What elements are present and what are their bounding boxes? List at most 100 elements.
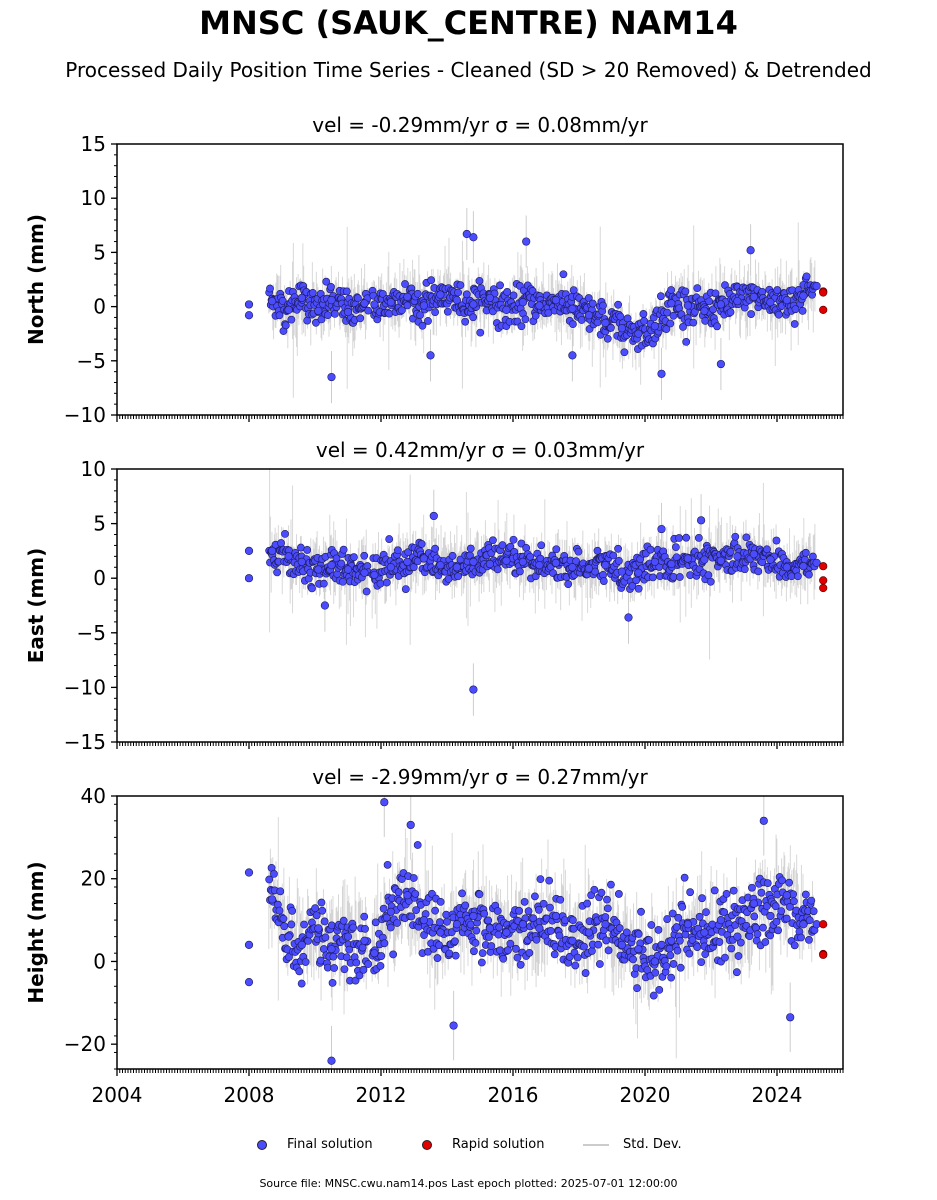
data-point-final: [617, 567, 627, 576]
data-point-final: [330, 964, 339, 972]
data-point-final: [407, 912, 416, 921]
data-point-final: [588, 299, 597, 308]
data-point-final: [469, 685, 478, 694]
data-point-final: [284, 552, 293, 561]
data-point-final: [666, 951, 675, 960]
data-point-final: [583, 899, 592, 908]
data-point-final: [747, 310, 756, 318]
data-point-final: [360, 299, 369, 308]
data-point-final: [588, 947, 596, 955]
data-point-final: [702, 908, 710, 917]
data-point-final: [393, 919, 402, 927]
data-point-final: [675, 534, 683, 542]
data-point-final: [584, 564, 594, 573]
data-point-final: [569, 320, 577, 329]
data-point-final: [431, 906, 440, 915]
data-point-final: [698, 894, 706, 903]
data-point-final: [281, 321, 290, 330]
data-point-final: [667, 559, 676, 569]
data-point-final: [649, 573, 657, 582]
data-point-final: [746, 246, 755, 255]
data-point-final: [790, 320, 799, 328]
data-point-final: [812, 281, 821, 291]
data-point-final: [380, 939, 389, 948]
data-point-final: [623, 314, 632, 323]
data-point-final: [766, 911, 775, 921]
data-point-final: [383, 860, 392, 869]
data-point-final: [599, 301, 607, 310]
data-point-final: [470, 947, 478, 956]
data-point-final: [590, 885, 599, 894]
panel-title: vel = 0.42mm/yr σ = 0.03mm/yr: [316, 438, 645, 462]
data-point-final: [386, 563, 396, 572]
data-point-final: [416, 311, 424, 319]
data-point-final: [620, 348, 629, 357]
data-point-final: [496, 281, 504, 290]
data-point-final: [327, 921, 336, 930]
data-point-final: [521, 315, 530, 324]
data-point-final: [480, 909, 489, 918]
data-point-final: [342, 287, 351, 296]
y-tick-label: 10: [81, 457, 106, 481]
data-point-final: [545, 876, 554, 885]
data-point-final: [629, 955, 638, 964]
data-point-final: [647, 921, 656, 929]
data-point-final: [615, 924, 624, 932]
y-tick-label: 40: [81, 784, 106, 808]
data-point-final: [339, 545, 348, 554]
data-point-final: [477, 958, 486, 967]
data-point-final: [556, 895, 565, 904]
data-point-final: [716, 556, 726, 565]
data-point-final: [614, 544, 622, 553]
data-point-final: [266, 284, 274, 293]
data-point-final: [273, 568, 282, 577]
data-point-final: [280, 922, 289, 931]
data-point-final: [297, 940, 306, 950]
data-point-final: [413, 289, 422, 298]
data-point-final: [502, 928, 511, 937]
data-point-final: [571, 961, 580, 970]
data-point-final: [705, 297, 714, 306]
data-point-final: [675, 936, 684, 945]
data-point-final: [805, 936, 813, 944]
data-point-final: [343, 307, 353, 317]
data-point-final: [539, 899, 548, 908]
data-point-final: [360, 551, 369, 560]
data-point-final: [287, 920, 296, 929]
y-tick-label: 5: [93, 512, 106, 536]
data-point-rapid: [819, 583, 828, 593]
data-point-final: [700, 306, 709, 316]
data-point-final: [675, 573, 684, 581]
data-point-final: [693, 284, 702, 293]
data-point-final: [317, 898, 326, 907]
data-point-final: [584, 294, 593, 302]
data-point-final: [401, 280, 409, 288]
data-point-final: [458, 889, 466, 898]
data-point-final: [499, 954, 508, 963]
data-point-final: [801, 890, 810, 899]
data-point-final: [601, 560, 610, 570]
data-point-final: [713, 322, 721, 331]
data-point-final: [379, 904, 388, 913]
y-tick-label: 5: [93, 240, 106, 264]
data-point-final: [360, 568, 369, 577]
data-point-final: [471, 939, 480, 947]
data-point-final: [676, 963, 685, 972]
data-point-final: [287, 315, 296, 324]
data-point-final: [403, 557, 412, 566]
data-point-final: [655, 985, 664, 994]
data-point-final: [525, 948, 534, 957]
data-point-final: [782, 295, 792, 305]
data-point-final: [476, 328, 485, 337]
data-point-final: [443, 917, 451, 926]
data-point-final: [546, 926, 555, 935]
data-point-final: [729, 886, 738, 895]
data-point-final: [308, 584, 316, 593]
data-point-final: [754, 567, 763, 576]
data-point-final: [478, 949, 487, 958]
data-point-final: [327, 283, 335, 291]
data-point-final: [650, 957, 660, 966]
data-point-final: [785, 878, 794, 887]
data-point-final: [683, 301, 693, 310]
data-point-final: [667, 299, 676, 308]
